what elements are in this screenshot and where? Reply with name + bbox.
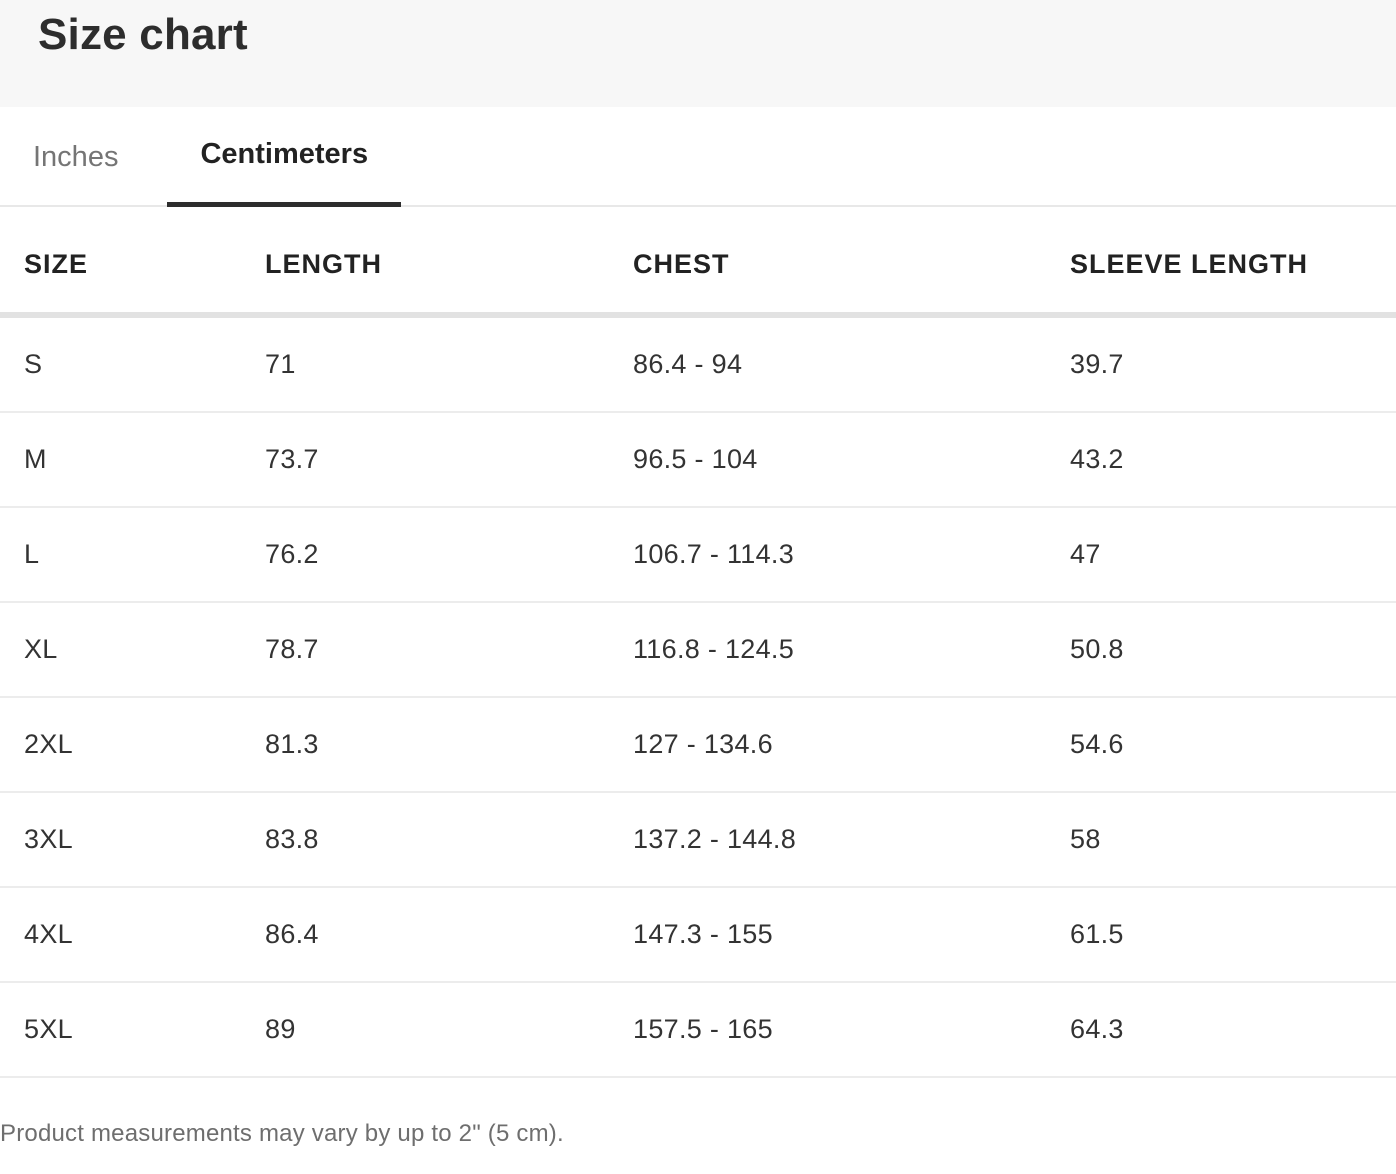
- table-cell: 96.5 - 104: [633, 444, 758, 474]
- table-row: L 76.2 106.7 - 114.3 47: [0, 508, 1396, 603]
- table-cell: 78.7: [265, 634, 319, 664]
- table-row: XL 78.7 116.8 - 124.5 50.8: [0, 603, 1396, 698]
- table-cell: 147.3 - 155: [633, 919, 773, 949]
- table-cell: 54.6: [1070, 729, 1124, 759]
- table-cell: 106.7 - 114.3: [633, 539, 795, 569]
- tab-centimeters-label: Centimeters: [200, 138, 369, 170]
- column-header: CHEST: [633, 249, 730, 279]
- size-cell: 5XL: [24, 1014, 73, 1044]
- table-cell: 137.2 - 144.8: [633, 824, 797, 854]
- table-row: 2XL 81.3 127 - 134.6 54.6: [0, 698, 1396, 793]
- table-cell: 71: [265, 349, 296, 379]
- page-title: Size chart: [38, 10, 248, 59]
- table-cell: 127 - 134.6: [633, 729, 773, 759]
- tab-centimeters[interactable]: Centimeters: [167, 107, 402, 207]
- column-header: SLEEVE LENGTH: [1070, 249, 1309, 279]
- size-cell: L: [24, 539, 40, 569]
- column-header: LENGTH: [265, 249, 382, 279]
- size-cell: S: [24, 349, 43, 379]
- table-cell: 43.2: [1070, 444, 1124, 474]
- size-chart-header: Size chart: [0, 0, 1396, 107]
- table-cell: 58: [1070, 824, 1101, 854]
- table-cell: 81.3: [265, 729, 319, 759]
- table-cell: 86.4: [265, 919, 319, 949]
- table-cell: 116.8 - 124.5: [633, 634, 795, 664]
- size-cell: 2XL: [24, 729, 73, 759]
- column-header: SIZE: [24, 249, 89, 279]
- size-cell: 3XL: [24, 824, 73, 854]
- size-cell: 4XL: [24, 919, 73, 949]
- table-row: S 71 86.4 - 94 39.7: [0, 318, 1396, 413]
- table-row: M 73.7 96.5 - 104 43.2: [0, 413, 1396, 508]
- table-cell: 50.8: [1070, 634, 1124, 664]
- table-cell: 73.7: [265, 444, 319, 474]
- table-cell: 39.7: [1070, 349, 1124, 379]
- tab-inches[interactable]: Inches: [0, 107, 151, 207]
- table-body: S 71 86.4 - 94 39.7 M 73.7 96.5 - 104 43.2 L 76.2…: [0, 318, 1396, 1078]
- table-cell: 83.8: [265, 824, 319, 854]
- unit-tab-bar: Inches Centimeters: [0, 107, 1396, 207]
- measurement-disclaimer: Product measurements may vary by up to 2…: [0, 1120, 564, 1147]
- table-cell: 89: [265, 1014, 296, 1044]
- tab-inches-label: Inches: [33, 140, 119, 173]
- table-cell: 86.4 - 94: [633, 349, 743, 379]
- table-row: 5XL 89 157.5 - 165 64.3: [0, 983, 1396, 1078]
- table-cell: 61.5: [1070, 919, 1124, 949]
- table-header-row: SIZE LENGTH CHEST SLEEVE LENGTH: [0, 207, 1396, 318]
- size-table: SIZE LENGTH CHEST SLEEVE LENGTH S 71 86.4 - 9…: [0, 207, 1396, 1078]
- size-cell: XL: [24, 634, 58, 664]
- table-cell: 76.2: [265, 539, 319, 569]
- table-row: 4XL 86.4 147.3 - 155 61.5: [0, 888, 1396, 983]
- table-cell: 157.5 - 165: [633, 1014, 773, 1044]
- table-row: 3XL 83.8 137.2 - 144.8 58: [0, 793, 1396, 888]
- size-cell: M: [24, 444, 47, 474]
- table-cell: 64.3: [1070, 1014, 1124, 1044]
- table-cell: 47: [1070, 539, 1101, 569]
